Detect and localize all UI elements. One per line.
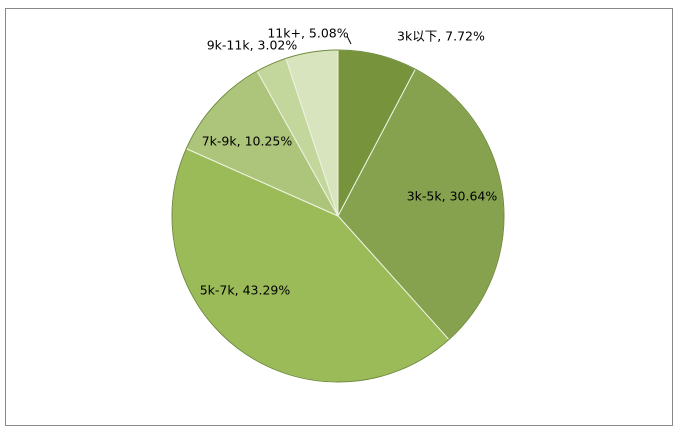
data-label: 3k-5k, 30.64% [407, 189, 498, 204]
pie-outline [171, 49, 505, 383]
data-label: 5k-7k, 43.29% [200, 283, 291, 298]
data-label: 9k-11k, 3.02% [207, 38, 298, 53]
data-label: 3k以下, 7.72% [397, 29, 485, 44]
data-label: 7k-9k, 10.25% [202, 134, 293, 149]
leader-line [346, 35, 352, 45]
data-label: 11k+, 5.08% [267, 26, 348, 41]
